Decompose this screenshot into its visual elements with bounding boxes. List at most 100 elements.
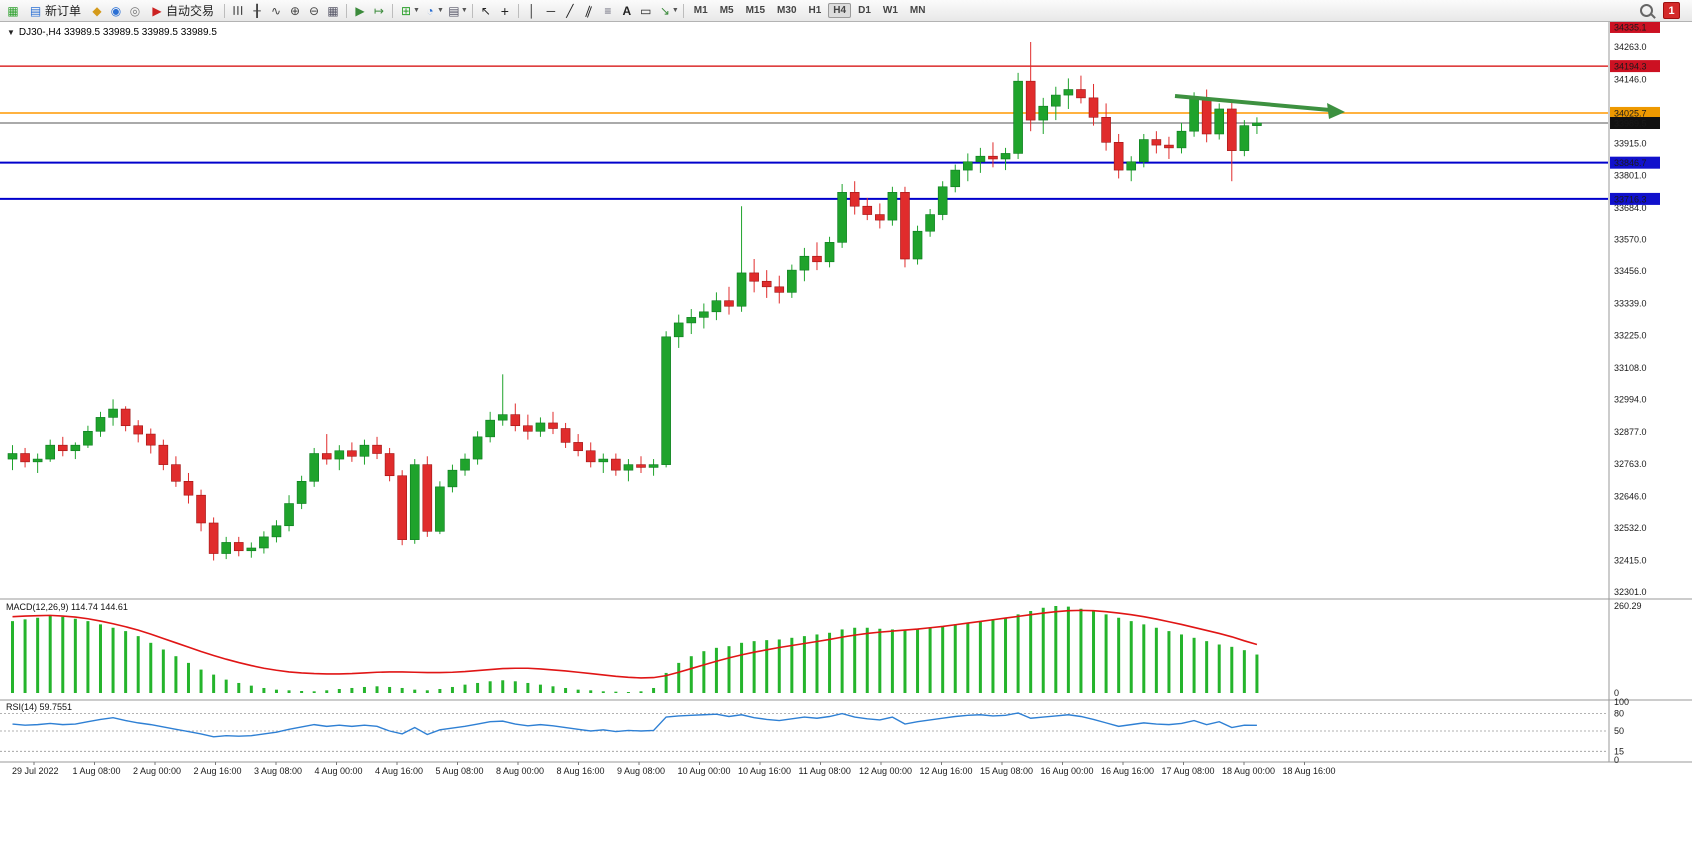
templates-caret-icon[interactable]: ▼: [461, 7, 468, 14]
time-label: 12 Aug 00:00: [859, 766, 912, 776]
candle-body: [737, 273, 746, 306]
zoom-out-icon[interactable]: ⊖: [305, 2, 323, 19]
candle-body: [1227, 109, 1236, 151]
zoom-in-icon[interactable]: ⊕: [286, 2, 304, 19]
candle-body: [926, 215, 935, 232]
candle-body: [888, 192, 897, 220]
candle-body: [272, 526, 281, 537]
time-label: 29 Jul 2022: [12, 766, 59, 776]
candle-body: [1139, 140, 1148, 162]
candle-body: [1014, 81, 1023, 153]
toolbar-separator: [224, 4, 225, 18]
chart-canvas[interactable]: 34263.034146.033915.033801.033684.033570…: [0, 0, 1692, 845]
candle-body: [649, 465, 658, 468]
price-tick-label: 32646.0: [1614, 491, 1647, 501]
candle-body: [775, 287, 784, 293]
timeframe-d1[interactable]: D1: [853, 3, 876, 18]
new-chart-icon[interactable]: ▦: [4, 2, 22, 19]
horizontal-line-tool-icon[interactable]: ─: [542, 2, 560, 19]
time-label: 4 Aug 00:00: [315, 766, 363, 776]
candle-body: [259, 537, 268, 548]
candle-body: [561, 429, 570, 443]
toolbar-separator: [392, 4, 393, 18]
notification-badge[interactable]: 1: [1663, 2, 1680, 19]
price-badge-value: 34194.3: [1614, 62, 1647, 72]
crosshair-icon[interactable]: +: [496, 2, 514, 19]
candlestick-chart-type-icon[interactable]: ╂: [248, 2, 266, 19]
candle-body: [1240, 126, 1249, 151]
timeframe-w1[interactable]: W1: [878, 3, 903, 18]
candle-body: [1202, 98, 1211, 134]
auto-scroll-icon[interactable]: ▶: [351, 2, 369, 19]
one-click-trading-toggle[interactable]: ▼: [7, 28, 15, 37]
line-chart-type-icon[interactable]: ∿: [267, 2, 285, 19]
autotrading-button[interactable]: ▶ 自动交易: [145, 2, 220, 19]
cursor-icon[interactable]: ↖: [477, 2, 495, 19]
rsi-axis-tick: 50: [1614, 726, 1624, 736]
rsi-line: [13, 713, 1257, 737]
text-tool-icon[interactable]: A: [618, 2, 636, 19]
toolbar-separator: [518, 4, 519, 18]
candle-body: [1089, 98, 1098, 117]
candle-body: [825, 242, 834, 261]
chart-shift-icon[interactable]: ↦: [370, 2, 388, 19]
timeframe-m30[interactable]: M30: [772, 3, 801, 18]
text-label-tool-icon[interactable]: ▭: [637, 2, 655, 19]
candle-body: [624, 465, 633, 471]
periods-caret-icon[interactable]: ▼: [437, 7, 444, 14]
timeframe-h4[interactable]: H4: [828, 3, 851, 18]
candle-body: [398, 476, 407, 540]
price-tick-label: 34263.0: [1614, 42, 1647, 52]
candle-body: [963, 162, 972, 170]
rsi-axis-tick: 80: [1614, 709, 1624, 719]
rsi-axis-tick: 0: [1614, 755, 1619, 765]
tile-windows-icon[interactable]: ▦: [324, 2, 342, 19]
search-icon[interactable]: [1640, 4, 1653, 17]
vertical-line-tool-icon[interactable]: │: [523, 2, 541, 19]
timeframe-mn[interactable]: MN: [905, 3, 931, 18]
market-watch-icon[interactable]: ◆: [88, 2, 106, 19]
candle-body: [523, 426, 532, 432]
price-tick-label: 33108.0: [1614, 363, 1647, 373]
trendline-tool-icon[interactable]: ╱: [561, 2, 579, 19]
price-tick-label: 32415.0: [1614, 555, 1647, 565]
indicators-caret-icon[interactable]: ▼: [413, 7, 420, 14]
arrows-caret-icon[interactable]: ▼: [672, 7, 679, 14]
timeframe-m5[interactable]: M5: [715, 3, 739, 18]
candle-body: [285, 504, 294, 526]
timeframe-m1[interactable]: M1: [689, 3, 713, 18]
time-label: 16 Aug 16:00: [1101, 766, 1154, 776]
time-label: 11 Aug 08:00: [799, 766, 851, 776]
price-tick-label: 33801.0: [1614, 170, 1647, 180]
time-label: 2 Aug 16:00: [194, 766, 242, 776]
candle-body: [1001, 153, 1010, 159]
candle-body: [423, 465, 432, 532]
candle-body: [385, 454, 394, 476]
time-label: 1 Aug 08:00: [73, 766, 121, 776]
candle-body: [146, 434, 155, 445]
time-label: 5 Aug 08:00: [436, 766, 484, 776]
price-badge-value: 34335.1: [1614, 22, 1647, 32]
timeframe-group: M1M5M15M30H1H4D1W1MN: [688, 3, 932, 18]
price-tick-label: 34146.0: [1614, 75, 1647, 85]
trend-arrow-head[interactable]: [1327, 103, 1345, 119]
time-label: 2 Aug 00:00: [133, 766, 181, 776]
timeframe-m15[interactable]: M15: [741, 3, 770, 18]
candle-body: [536, 423, 545, 431]
candle-body: [435, 487, 444, 531]
new-order-button[interactable]: ▤ 新订单: [23, 2, 87, 19]
navigator-icon[interactable]: ◉: [107, 2, 125, 19]
fibonacci-tool-icon[interactable]: ≡: [599, 2, 617, 19]
timeframe-h1[interactable]: H1: [804, 3, 827, 18]
time-label: 10 Aug 00:00: [678, 766, 731, 776]
price-tick-label: 32994.0: [1614, 395, 1647, 405]
candle-body: [1164, 145, 1173, 148]
channel-tool-icon[interactable]: ∥: [577, 0, 600, 22]
candle-body: [461, 459, 470, 470]
candle-body: [234, 542, 243, 550]
price-badge-value: 33989.5: [1614, 119, 1647, 129]
price-tick-label: 33225.0: [1614, 330, 1647, 340]
bar-chart-type-icon[interactable]: ☰: [230, 2, 247, 20]
signals-icon[interactable]: ◎: [126, 2, 144, 19]
candle-body: [209, 523, 218, 554]
